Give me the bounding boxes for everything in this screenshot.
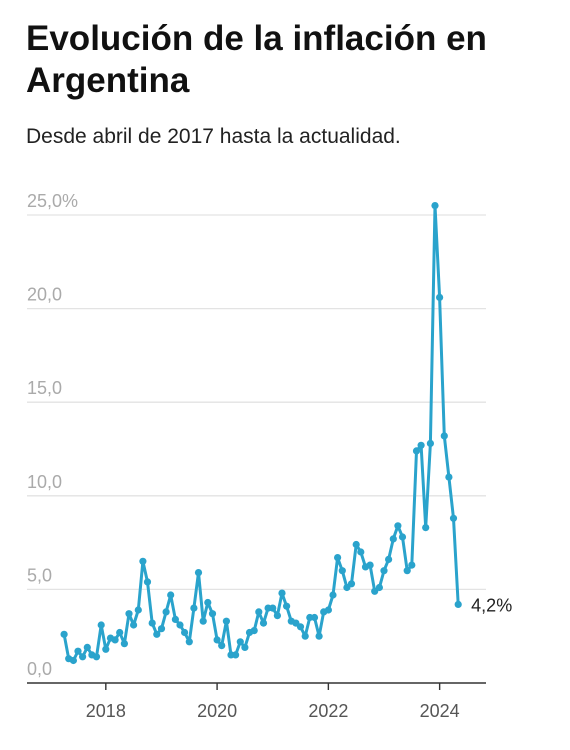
data-point xyxy=(315,632,323,640)
data-point xyxy=(116,628,124,637)
data-point xyxy=(120,640,128,648)
data-point xyxy=(134,606,142,614)
data-point xyxy=(440,432,448,440)
y-tick-label: 10,0 xyxy=(27,472,62,492)
data-point xyxy=(222,617,230,625)
y-tick-label: 20,0 xyxy=(27,285,62,305)
data-point xyxy=(148,619,156,627)
data-point xyxy=(143,578,152,586)
data-point xyxy=(296,623,305,631)
data-point xyxy=(422,524,430,532)
data-point xyxy=(111,636,119,644)
data-point xyxy=(398,533,407,541)
data-point xyxy=(385,555,393,564)
data-point xyxy=(324,606,332,614)
data-point xyxy=(394,522,402,530)
data-point xyxy=(357,548,365,556)
data-point xyxy=(218,642,226,650)
data-point xyxy=(273,612,281,620)
data-point xyxy=(389,535,397,543)
data-point xyxy=(301,632,309,640)
data-point xyxy=(417,441,425,449)
chart-subtitle: Desde abril de 2017 hasta la actualidad. xyxy=(26,125,401,148)
data-point xyxy=(208,610,217,618)
data-point xyxy=(130,621,138,629)
data-point xyxy=(255,608,263,616)
data-point xyxy=(60,630,68,638)
data-point xyxy=(347,580,356,588)
data-point xyxy=(185,638,193,646)
data-point xyxy=(153,630,161,638)
data-point xyxy=(92,653,101,661)
data-point xyxy=(181,628,189,637)
data-point xyxy=(139,557,147,565)
data-point xyxy=(194,569,203,577)
data-point xyxy=(269,604,277,612)
data-point xyxy=(69,656,77,665)
data-point xyxy=(167,591,175,599)
data-point xyxy=(310,613,319,622)
data-point xyxy=(125,610,133,618)
y-tick-label: 15,0 xyxy=(27,378,62,398)
data-point xyxy=(250,627,258,635)
data-point xyxy=(74,647,82,655)
y-tick-label: 25,0% xyxy=(27,191,78,211)
data-point xyxy=(449,514,458,522)
data-point xyxy=(426,439,434,447)
y-tick-label: 5,0 xyxy=(27,565,52,585)
x-tick-label: 2022 xyxy=(308,701,348,721)
data-point xyxy=(408,561,416,569)
data-point xyxy=(403,567,411,575)
data-point xyxy=(176,621,184,629)
data-point xyxy=(162,608,170,616)
data-point xyxy=(241,643,249,652)
data-point xyxy=(102,645,110,653)
data-point xyxy=(213,636,221,644)
data-point xyxy=(380,567,388,575)
data-point xyxy=(366,561,374,569)
data-point xyxy=(283,602,291,610)
x-tick-label: 2024 xyxy=(420,701,460,721)
data-point xyxy=(431,202,439,210)
data-point xyxy=(199,617,207,625)
data-point xyxy=(157,625,166,633)
data-point xyxy=(204,598,212,607)
y-tick-label: 0,0 xyxy=(27,659,52,679)
data-point xyxy=(375,583,383,592)
chart-title: Evolución de la inflación en Argentina xyxy=(26,19,487,100)
data-point xyxy=(334,554,342,562)
data-point xyxy=(79,653,87,661)
data-point xyxy=(445,473,453,481)
data-point xyxy=(232,651,240,659)
data-point xyxy=(329,591,337,599)
data-point xyxy=(171,615,179,624)
data-point xyxy=(236,638,244,646)
data-point xyxy=(454,600,462,609)
data-point xyxy=(436,293,444,301)
data-point xyxy=(412,447,421,455)
x-tick-label: 2020 xyxy=(197,701,237,721)
inflation-series-line xyxy=(62,204,460,662)
data-point xyxy=(278,589,286,597)
data-point xyxy=(338,567,346,575)
data-point xyxy=(259,619,268,627)
data-point xyxy=(97,621,105,629)
last-value-label: 4,2% xyxy=(471,595,512,615)
data-point xyxy=(352,540,360,549)
data-point xyxy=(190,604,198,612)
x-tick-label: 2018 xyxy=(86,701,126,721)
data-point xyxy=(83,643,91,652)
